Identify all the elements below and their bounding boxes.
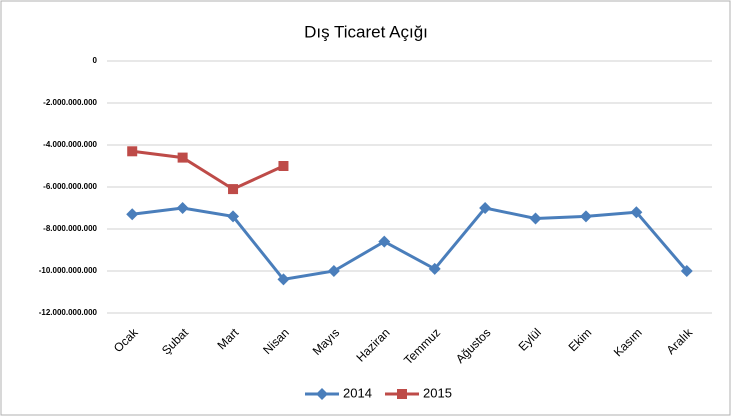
- marker: [378, 235, 391, 248]
- marker: [277, 273, 290, 286]
- series-line: [132, 206, 688, 282]
- y-tick-label: -2.000.000.000: [43, 98, 97, 107]
- marker: [177, 152, 188, 163]
- chart-title: Dış Ticaret Açığı: [304, 22, 428, 41]
- y-tick-label: -12.000.000.000: [39, 308, 98, 317]
- marker: [176, 202, 189, 214]
- y-tick-label: -8.000.000.000: [43, 224, 97, 233]
- marker: [278, 161, 289, 171]
- marker: [680, 265, 693, 277]
- marker: [127, 146, 138, 157]
- marker: [428, 262, 441, 275]
- legend-marker: [397, 389, 407, 399]
- y-tick-label: 0: [93, 56, 98, 65]
- legend-label: 2015: [423, 385, 452, 400]
- y-tick-label: -4.000.000.000: [43, 140, 97, 149]
- y-tick-label: -6.000.000.000: [43, 182, 97, 191]
- legend-label: 2014: [343, 385, 372, 400]
- marker: [630, 206, 643, 219]
- marker: [228, 184, 239, 195]
- y-tick-label: -10.000.000.000: [39, 266, 98, 275]
- marker: [126, 208, 139, 221]
- legend-marker: [316, 388, 328, 400]
- marker: [479, 202, 492, 214]
- series-line: [132, 149, 285, 191]
- marker: [529, 212, 542, 225]
- marker: [227, 210, 240, 223]
- marker: [327, 265, 340, 277]
- marker: [579, 210, 592, 223]
